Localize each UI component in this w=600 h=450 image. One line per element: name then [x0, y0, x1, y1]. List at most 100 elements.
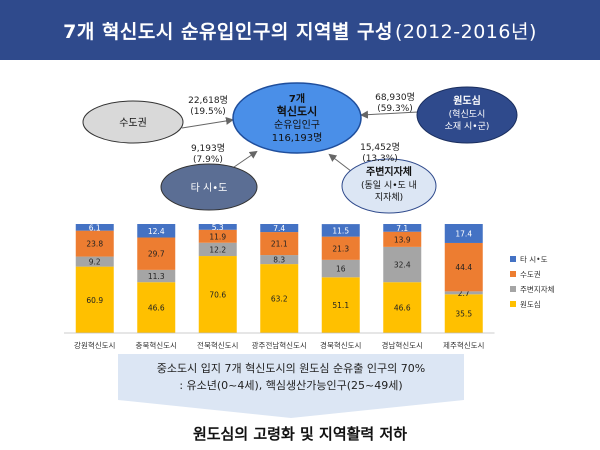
bar-segment	[444, 242, 483, 292]
bar-segment	[321, 236, 360, 260]
x-tick-label: 경북혁신도시	[320, 340, 361, 350]
tasido-value: 9,193명	[191, 143, 225, 154]
bar-segment	[75, 224, 114, 231]
jubyeon-label3: 지자체)	[375, 192, 403, 203]
page-title: 7개 혁신도시 순유입인구의 지역별 구성	[63, 20, 393, 43]
x-tick-label: 전북혁신도시	[197, 340, 238, 350]
bar-data-label: 11.5	[332, 226, 349, 235]
bar-data-label: 13.9	[394, 235, 411, 244]
bar-segment	[260, 224, 299, 233]
bar-segment	[137, 237, 176, 270]
tasido-ellipse	[160, 163, 258, 211]
stacked-bar-chart: 60.9 9.2 23.8 6.1 46.6 11.3 29.7 12.4 70.6 12.2 11…	[64, 223, 555, 350]
bar-segment	[198, 229, 237, 243]
jubyeon-pct: (13.3%)	[362, 154, 398, 164]
title-bar: 7개 혁신도시 순유입인구의 지역별 구성 (2012-2016년)	[0, 0, 600, 60]
legend-swatch	[510, 301, 516, 307]
tasido-pct: (7.9%)	[193, 155, 223, 165]
bar-segment	[75, 230, 114, 257]
bar-data-label: 60.9	[86, 296, 103, 305]
bar-segment	[198, 256, 237, 333]
conclusion-text: 원도심의 고령화 및 지역활력 저하	[192, 425, 408, 443]
jubyeon-label1: 주변지자체	[366, 165, 412, 178]
wondosim-ellipse	[416, 86, 518, 144]
callout-line1: 중소도시 입지 7개 혁신도시의 원도심 순유출 인구의 70%	[156, 362, 426, 375]
bar-segment	[137, 282, 176, 333]
x-tick-label: 충북혁신도시	[136, 341, 177, 350]
bar-data-label: 46.6	[394, 304, 411, 313]
wondosim-pct: (59.3%)	[377, 104, 413, 114]
wondosim-label1: 원도심	[453, 94, 481, 107]
bar-segment	[383, 246, 422, 283]
bar-data-label: 9.2	[89, 258, 101, 267]
bar-segment	[444, 294, 483, 333]
x-tick-label: 제주혁신도시	[443, 341, 484, 350]
center-ellipse	[232, 82, 362, 154]
bar-data-label: 6.1	[89, 223, 101, 232]
flow-diagram: 7개 혁신도시 순유입인구 116,193명 수도권 22,618명 (19.5…	[82, 82, 518, 214]
bar-data-label: 29.7	[148, 250, 165, 259]
bar-data-label: 11.9	[209, 232, 226, 241]
arrow-wondosim	[360, 110, 419, 119]
bar-data-label: 51.1	[332, 301, 349, 310]
bar-data-label: 70.6	[209, 291, 226, 300]
bar-data-label: 7.1	[396, 224, 408, 233]
bar-data-label: 2.7	[458, 289, 470, 298]
bar-data-label: 44.4	[455, 263, 472, 272]
bar-segment	[198, 224, 237, 230]
bar-segment	[198, 242, 237, 257]
bar-segment	[260, 232, 299, 256]
bar-data-label: 17.4	[455, 229, 472, 238]
center-line2: 혁신도시	[277, 104, 317, 118]
legend-label: 수도권	[520, 270, 541, 279]
jubyeon-value: 15,452명	[360, 142, 400, 153]
bar-segment	[444, 291, 483, 295]
bar-data-label: 12.4	[148, 227, 165, 236]
sudogwon-value: 22,618명	[188, 95, 228, 106]
bar-data-label: 35.5	[455, 310, 472, 319]
bar-segment	[75, 256, 114, 267]
center-value: 116,193명	[272, 132, 323, 144]
x-tick-label: 경남혁신도시	[382, 340, 423, 350]
bar-segment	[383, 282, 422, 333]
sudogwon-ellipse	[82, 100, 184, 144]
bar-data-label: 21.3	[332, 244, 349, 253]
bar-data-label: 8.3	[273, 256, 285, 265]
bar-segment	[260, 264, 299, 333]
legend-label: 원도심	[520, 299, 541, 309]
callout-text: 중소도시 입지 7개 혁신도시의 원도심 순유출 인구의 70% : 유소년(0…	[118, 360, 464, 394]
bar-data-label: 63.2	[271, 295, 288, 304]
wondosim-value: 68,930명	[375, 92, 415, 103]
legend-swatch	[510, 286, 516, 292]
jubyeon-ellipse	[341, 158, 437, 214]
arrow-sudogwon	[181, 116, 234, 129]
bar-data-label: 11.3	[148, 272, 165, 281]
callout-arrow	[118, 400, 464, 418]
bar-data-label: 12.2	[209, 245, 226, 254]
x-axis-labels: 강원혁신도시 충북혁신도시 전북혁신도시 광주전남혁신도시 경북혁신도시 경남혁신도시 제주…	[74, 340, 484, 350]
callout-box	[118, 354, 464, 400]
bars-group: 60.9 9.2 23.8 6.1 46.6 11.3 29.7 12.4 70.6 12.2 11…	[64, 223, 495, 334]
center-line3: 순유입인구	[274, 118, 320, 131]
bar-data-label: 7.4	[273, 224, 285, 233]
bar-segment	[321, 259, 360, 278]
bar-segment	[383, 231, 422, 247]
sudogwon-pct: (19.5%)	[190, 107, 226, 117]
bar-segment	[137, 224, 176, 238]
bar-data-label: 21.1	[271, 240, 288, 249]
bar-segment	[260, 255, 299, 265]
legend-label: 타 시•도	[520, 255, 548, 264]
legend-swatch	[510, 271, 516, 277]
legend-swatch	[510, 256, 516, 262]
center-line1: 7개	[289, 92, 305, 105]
bar-data-label: 5.3	[212, 223, 224, 232]
sudogwon-label: 수도권	[119, 117, 147, 129]
x-tick-label: 광주전남혁신도시	[252, 340, 307, 350]
bar-segment	[75, 266, 114, 333]
bar-data-label: 16	[336, 265, 346, 274]
bar-segment	[321, 224, 360, 237]
bar-data-label: 32.4	[394, 261, 411, 270]
x-tick-label: 강원혁신도시	[74, 340, 115, 350]
jubyeon-label2: (동일 시•도 내	[361, 180, 417, 191]
